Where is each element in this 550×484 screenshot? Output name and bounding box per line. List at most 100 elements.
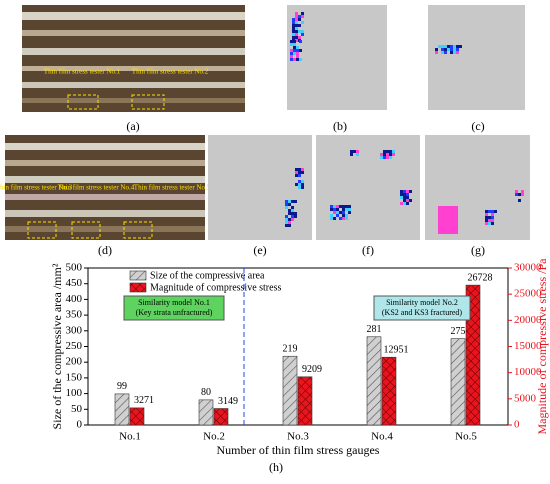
bar (213, 408, 229, 426)
annotation-text: Similarity model No.1 (138, 298, 210, 307)
heatmap-pixel (291, 209, 294, 212)
heatmap-pixel (295, 174, 298, 177)
heatmap-pixel (491, 216, 494, 219)
data-label: 281 (367, 324, 382, 335)
heatmap-pixel (392, 153, 395, 156)
data-label: 99 (117, 381, 127, 392)
heatmap-pixel (295, 183, 298, 186)
photo-label: Thin film stress tester No.4 (58, 184, 135, 192)
heatmap-pixel (488, 216, 491, 219)
heatmap-c (428, 5, 525, 110)
heatmap-pixel (403, 196, 406, 199)
data-label: 219 (283, 344, 298, 355)
heatmap-pixel (453, 45, 456, 48)
heatmap-pixel (292, 30, 295, 33)
heatmap-pixel (285, 206, 288, 209)
heatmap-pixel (295, 36, 298, 39)
heatmap-pixel (330, 214, 333, 217)
heatmap-pixel (295, 24, 298, 27)
heatmap-pixel (290, 43, 293, 46)
x-axis-label: Number of thin film stress gauges (217, 443, 380, 457)
heatmap-e (208, 135, 312, 240)
heatmap-pixel (518, 193, 521, 196)
y2-tick-label: 30000 (514, 262, 542, 274)
heatmap-pixel (400, 193, 403, 196)
photo-label: Thin film stress tester No.5 (134, 184, 211, 192)
heatmap-pixel (295, 33, 298, 36)
heatmap-pixel (380, 156, 383, 159)
annotation-text: (Key strata unfractured) (136, 308, 213, 317)
x-tick-label: No.1 (119, 431, 141, 443)
x-tick-label: No.2 (203, 431, 225, 443)
panel-label: (f) (362, 243, 374, 257)
y-tick-label: 200 (66, 356, 83, 368)
heatmap-pixel (400, 190, 403, 193)
heatmap-pixel (435, 51, 438, 54)
heatmap-pixel (292, 18, 295, 21)
heatmap-pixel (447, 45, 450, 48)
panel-label: (e) (253, 243, 266, 257)
heatmap-pixel (288, 224, 291, 227)
heatmap-pixel (295, 168, 298, 171)
heatmap-pixel (290, 40, 293, 43)
data-label: 3271 (134, 395, 154, 406)
heatmap-pixel (292, 27, 295, 30)
panel-label: (h) (269, 460, 283, 474)
heatmap-pixel (285, 200, 288, 203)
heatmap-pixel (293, 46, 296, 49)
heatmap-pixel (288, 221, 291, 224)
heatmap-pixel (342, 214, 345, 217)
heatmap-pixel (296, 52, 299, 55)
annotation-text: Similarity model No.2 (386, 298, 458, 307)
heatmap-pixel (293, 49, 296, 52)
heatmap-pixel (301, 168, 304, 171)
heatmap-pixel (485, 216, 488, 219)
legend-label: Magnitude of compressive stress (150, 282, 281, 293)
heatmap-pixel (456, 45, 459, 48)
panel-label: (a) (126, 119, 139, 133)
heatmap-pixel (336, 208, 339, 211)
y2-tick-label: 25000 (514, 288, 542, 300)
heatmap-pixel (348, 205, 351, 208)
heatmap-pixel (285, 203, 288, 206)
heatmap-pixel (336, 205, 339, 208)
heatmap-pixel (409, 199, 412, 202)
heatmap-pixel (488, 222, 491, 225)
heatmap-pixel (293, 58, 296, 61)
heatmap-pixel (296, 49, 299, 52)
y-tick-label: 450 (66, 277, 83, 289)
y2-axis-label: Magnitude of compressive stress /Pa (535, 258, 549, 435)
heatmap-pixel (438, 45, 441, 48)
heatmap-pixel (350, 150, 353, 153)
heatmap-pixel (348, 208, 351, 211)
heatmap-pixel (456, 51, 459, 54)
heatmap-pixel (298, 186, 301, 189)
heatmap-pixel (456, 48, 459, 51)
heatmap-pixel (291, 200, 294, 203)
heatmap-pixel (386, 156, 389, 159)
annotation-box (373, 295, 471, 321)
heatmap-pixel (521, 190, 524, 193)
heatmap-pixel (296, 58, 299, 61)
heatmap-pixel (400, 196, 403, 199)
bar (297, 376, 313, 426)
panel-label: (c) (471, 119, 484, 133)
heatmap-f (316, 135, 420, 240)
heatmap-pixel (494, 210, 497, 213)
heatmap-pixel (409, 190, 412, 193)
heatmap-pixel (383, 150, 386, 153)
heatmap-pixel (295, 39, 298, 42)
y2-tick-label: 5000 (514, 392, 537, 404)
heatmap-pixel (403, 199, 406, 202)
heatmap-pixel (453, 48, 456, 51)
heatmap-pixel (330, 217, 333, 220)
heatmap-pixel (294, 200, 297, 203)
heatmap-pixel (441, 45, 444, 48)
bar (366, 336, 382, 426)
heatmap-pixel (301, 15, 304, 18)
heatmap-pixel (293, 40, 296, 43)
legend-swatch (129, 282, 147, 293)
y-tick-label: 150 (66, 371, 83, 383)
heatmap-pixel (491, 210, 494, 213)
y-tick-label: 350 (66, 309, 83, 321)
